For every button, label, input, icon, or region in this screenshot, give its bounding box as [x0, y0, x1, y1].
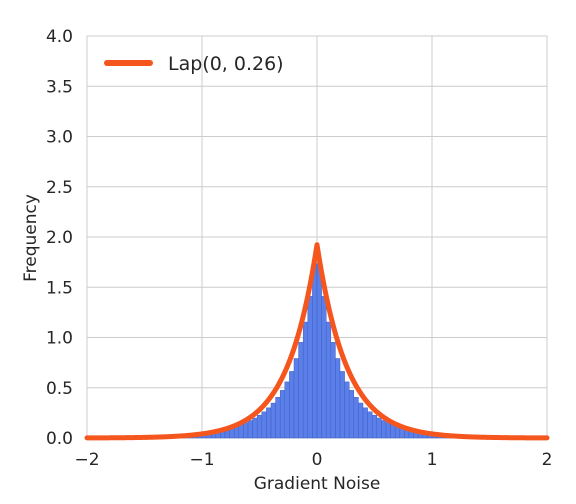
- histogram-bar: [390, 424, 396, 439]
- x-tick-label: 1: [427, 450, 438, 470]
- histogram-bar: [247, 420, 253, 439]
- histogram-bar: [270, 402, 276, 439]
- histogram-bar: [289, 371, 295, 439]
- legend-label-laplace: Lap(0, 0.26): [168, 53, 284, 75]
- x-tick-label: 2: [542, 450, 553, 470]
- y-tick-label: 0.0: [46, 429, 73, 449]
- histogram-bar: [256, 414, 263, 439]
- histogram-bar: [367, 411, 373, 439]
- histogram-bar: [238, 424, 244, 439]
- histogram-bar: [385, 422, 391, 439]
- x-tick-labels: −2 −1 0 1 2: [74, 450, 552, 470]
- histogram-bar: [243, 422, 249, 439]
- histogram-bar: [358, 402, 364, 439]
- x-tick-label: −1: [189, 450, 214, 470]
- legend: Lap(0, 0.26): [104, 53, 284, 75]
- histogram-bar: [335, 358, 341, 439]
- histogram-bar: [344, 381, 350, 439]
- y-tick-label: 2.0: [46, 228, 73, 248]
- y-tick-label: 1.5: [46, 278, 73, 298]
- y-tick-label: 1.0: [46, 329, 73, 349]
- histogram-bar: [381, 420, 387, 439]
- histogram-bar: [376, 417, 382, 439]
- histogram-bar: [321, 296, 327, 439]
- y-axis-label: Frequency: [21, 194, 41, 282]
- x-tick-label: −2: [74, 450, 99, 470]
- histogram-bar: [275, 397, 281, 439]
- y-tick-label: 3.0: [46, 128, 73, 148]
- histogram-bar: [348, 390, 355, 439]
- histogram-bar: [279, 390, 286, 439]
- histogram-bar: [325, 321, 332, 439]
- histogram-bar: [298, 342, 304, 439]
- histogram-bar: [362, 407, 368, 439]
- y-tick-label: 2.5: [46, 178, 73, 198]
- histogram-bar: [371, 414, 378, 439]
- histogram-bar: [339, 371, 345, 439]
- histogram-bar: [252, 417, 258, 439]
- histogram-bar: [353, 397, 359, 439]
- histogram-bar: [330, 342, 336, 439]
- x-axis-label: Gradient Noise: [254, 474, 381, 494]
- histogram-bar: [293, 358, 299, 439]
- histogram-bar: [266, 407, 272, 439]
- y-tick-label: 3.5: [46, 77, 73, 97]
- histogram-bar: [312, 263, 318, 439]
- laplace-fit-curve: [84, 242, 550, 441]
- y-tick-labels: 0.0 0.5 1.0 1.5 2.0 2.5 3.0 3.5 4.0: [46, 27, 73, 449]
- histogram-bar: [316, 263, 322, 439]
- y-tick-label: 4.0: [46, 27, 73, 47]
- histogram-bar: [302, 321, 309, 439]
- y-tick-label: 0.5: [46, 379, 73, 399]
- histogram-bar: [261, 411, 267, 439]
- x-tick-label: 0: [312, 450, 323, 470]
- histogram-bar: [307, 296, 313, 439]
- histogram-bar: [284, 381, 290, 439]
